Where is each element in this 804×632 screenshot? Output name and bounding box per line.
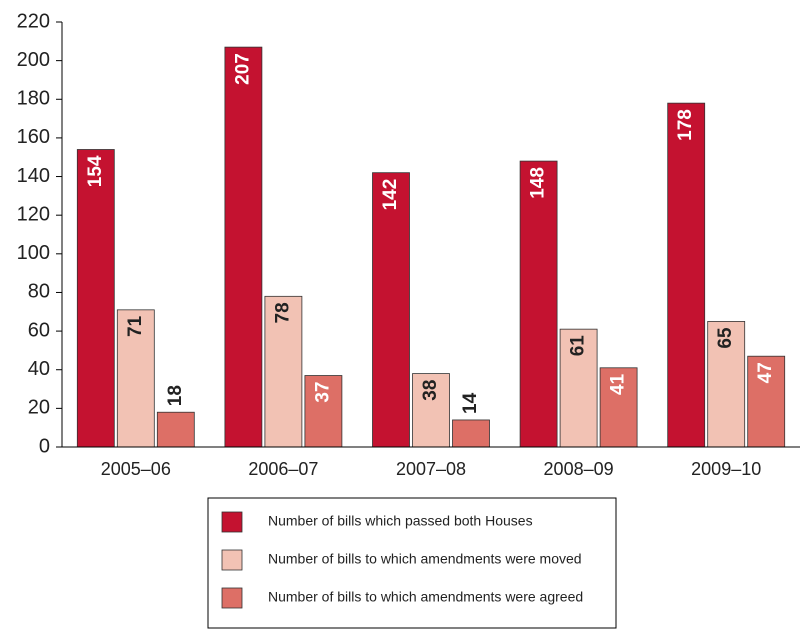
legend-label: Number of bills which passed both Houses [268,513,533,529]
value-label: 154 [85,155,106,187]
bar [747,355,786,448]
value-label: 78 [272,302,293,323]
y-tick-label: 180 [17,88,50,110]
legend-box [207,497,617,629]
value-label: 71 [125,315,146,337]
bar [452,419,490,448]
value-label: 207 [232,53,253,85]
bar [264,295,303,448]
bar [372,172,410,448]
x-tick-label: 2008–09 [544,459,614,479]
bar [116,309,155,448]
legend-label: Number of bills to which amendments were… [268,589,583,605]
value-label: 18 [165,385,186,406]
bar [412,373,450,448]
value-label: 61 [568,335,589,357]
bar [667,102,706,448]
bar [707,321,746,448]
y-tick-label: 60 [28,319,50,341]
y-tick-label: 160 [17,126,50,148]
x-tick-label: 2005–06 [101,459,171,479]
value-label: 14 [460,392,481,414]
y-tick-label: 20 [28,397,50,419]
value-label: 38 [420,380,441,401]
value-label: 65 [715,327,736,349]
value-label: 142 [380,179,401,211]
x-tick-label: 2007–08 [396,459,466,479]
y-tick-label: 220 [17,10,50,32]
value-label: 41 [608,373,629,395]
bar [519,160,558,448]
bar [156,411,195,448]
y-tick-label: 80 [28,281,50,303]
x-tick-label: 2009–10 [691,459,761,479]
legend-swatch [221,549,243,571]
bar [304,375,343,448]
y-tick-label: 140 [17,165,50,187]
y-tick-label: 200 [17,49,50,71]
bar [224,46,263,448]
bar [76,149,115,448]
value-label: 148 [528,167,549,199]
value-label: 37 [312,382,333,403]
y-tick-label: 120 [17,203,50,225]
legend-swatch [221,511,243,533]
y-tick-label: 0 [39,435,50,457]
y-tick-label: 100 [17,242,50,264]
value-label: 178 [675,109,696,141]
y-tick-label: 40 [28,358,50,380]
legend-label: Number of bills to which amendments were… [268,551,582,567]
value-label: 47 [755,362,776,383]
legend-swatch [221,587,243,609]
x-tick-label: 2006–07 [248,459,318,479]
